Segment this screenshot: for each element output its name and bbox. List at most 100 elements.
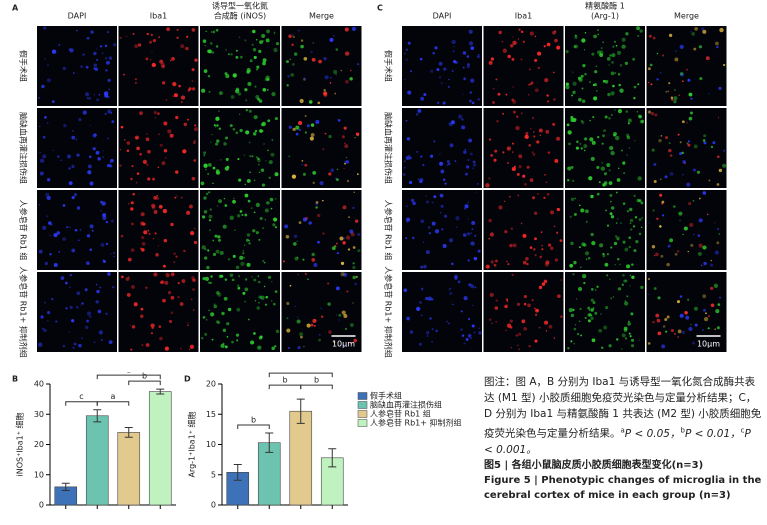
cell xyxy=(556,45,561,50)
cell xyxy=(336,242,338,245)
cell xyxy=(253,332,256,335)
cell xyxy=(299,98,304,104)
cell xyxy=(206,319,208,321)
cell xyxy=(237,92,242,96)
cell xyxy=(703,134,707,138)
cell xyxy=(333,341,335,344)
cell xyxy=(355,219,359,223)
cell xyxy=(468,99,472,103)
cell xyxy=(113,252,115,254)
cell xyxy=(104,44,108,48)
cell xyxy=(172,81,177,87)
cell xyxy=(684,310,688,315)
column-header: 诱导型一氧化氮 xyxy=(212,1,268,11)
cell xyxy=(297,29,300,32)
cell xyxy=(687,78,691,82)
cell xyxy=(88,155,92,159)
cell xyxy=(202,39,207,43)
cell xyxy=(218,199,222,204)
cell xyxy=(251,43,254,46)
cell xyxy=(433,195,437,199)
cell xyxy=(349,229,354,234)
cell xyxy=(202,277,206,281)
cell xyxy=(453,45,455,48)
cell xyxy=(158,36,161,39)
cell xyxy=(625,32,629,36)
cell xyxy=(312,171,317,175)
y-tick-label: 5 xyxy=(211,470,216,479)
cell xyxy=(610,113,613,117)
cell xyxy=(448,322,450,325)
cell xyxy=(518,332,522,336)
cell xyxy=(696,170,701,174)
cell xyxy=(456,226,458,228)
cell xyxy=(157,245,160,247)
cell xyxy=(183,122,188,127)
cell xyxy=(180,44,185,49)
cell xyxy=(215,168,220,173)
cell xyxy=(573,327,577,331)
cell xyxy=(434,46,438,50)
cell xyxy=(356,173,359,176)
cell xyxy=(69,286,71,289)
cell xyxy=(244,278,248,281)
cell xyxy=(579,142,582,145)
cell xyxy=(471,228,474,230)
cell xyxy=(192,309,195,311)
cell xyxy=(304,114,307,118)
cell xyxy=(267,275,272,279)
cell xyxy=(318,338,321,342)
cell xyxy=(191,68,195,72)
cell xyxy=(718,86,722,91)
cell xyxy=(440,204,444,208)
cell xyxy=(46,215,49,218)
cell xyxy=(95,150,100,155)
cell xyxy=(431,201,434,204)
cell xyxy=(352,246,356,249)
cell xyxy=(668,33,673,37)
cell xyxy=(616,236,620,241)
cell xyxy=(148,40,153,44)
cell xyxy=(299,332,304,337)
cell xyxy=(457,280,461,284)
cell xyxy=(145,57,149,61)
cell xyxy=(47,320,49,322)
cell xyxy=(609,278,611,281)
micrograph xyxy=(402,108,482,188)
micrograph xyxy=(565,272,645,352)
cell xyxy=(524,182,527,186)
cell xyxy=(677,133,680,136)
cell xyxy=(89,315,92,319)
cell xyxy=(253,211,256,214)
cell xyxy=(682,173,684,176)
cell xyxy=(546,42,551,47)
cell xyxy=(247,81,252,86)
cell xyxy=(463,77,467,81)
cell xyxy=(495,320,497,323)
cell xyxy=(140,307,144,311)
cell xyxy=(140,221,145,226)
cell xyxy=(225,157,229,161)
cell xyxy=(191,87,196,91)
cell xyxy=(698,197,701,200)
cell xyxy=(611,61,614,64)
cell xyxy=(544,173,546,176)
cell xyxy=(225,49,227,51)
cell xyxy=(258,238,261,241)
cell xyxy=(94,67,99,71)
cell xyxy=(38,203,41,206)
cell xyxy=(714,250,719,255)
cell xyxy=(449,287,452,290)
cell xyxy=(320,315,324,318)
cell xyxy=(76,206,81,210)
cell xyxy=(100,338,103,341)
cell xyxy=(218,110,220,112)
cell xyxy=(107,163,111,168)
cell xyxy=(702,294,707,299)
micrograph xyxy=(37,26,117,106)
cell xyxy=(673,99,677,104)
cell xyxy=(534,237,537,241)
cell xyxy=(103,91,109,96)
cell xyxy=(344,162,346,165)
cell xyxy=(171,57,175,61)
